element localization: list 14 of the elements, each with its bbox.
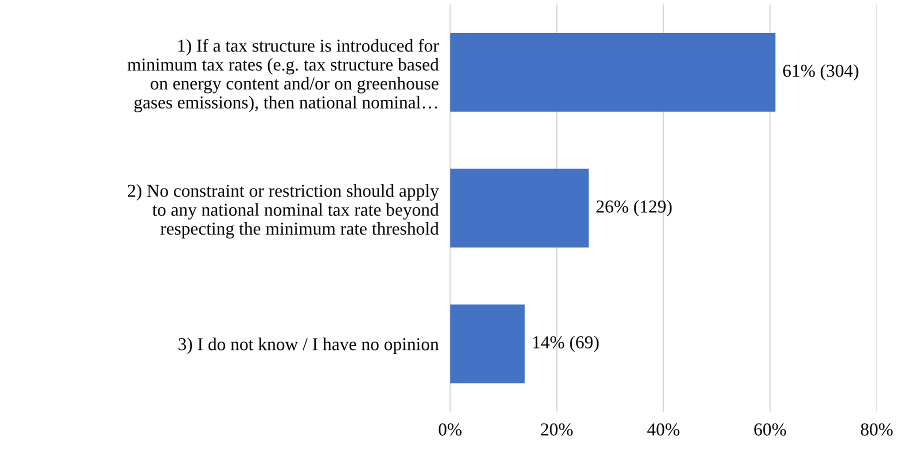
bar (450, 33, 776, 112)
x-tick-label: 40% (647, 423, 680, 436)
x-tick-label: 60% (754, 423, 786, 436)
y-tick-label: 3) I do not know / I have no opinion (178, 338, 439, 354)
y-tick-label: 2) No constraint or restriction should apply to any national nominal tax rate beyond respecting the minimum rate threshold (128, 184, 439, 238)
x-tick-label: 80% (860, 423, 893, 436)
data-label: 26% (129) (596, 200, 672, 216)
data-label: 14% (69) (533, 336, 599, 352)
x-tick-label: 0% (438, 423, 462, 436)
bar (450, 304, 525, 384)
x-tick-label: 20% (541, 423, 573, 436)
bar (450, 168, 589, 248)
y-tick-label: 1) If a tax structure is introduced for minimum tax rates (e.g. tax structure based on energy content and/or on greenhouse gases emissions), then national nominal… (127, 38, 439, 112)
data-label: 61% (304) (783, 64, 858, 81)
